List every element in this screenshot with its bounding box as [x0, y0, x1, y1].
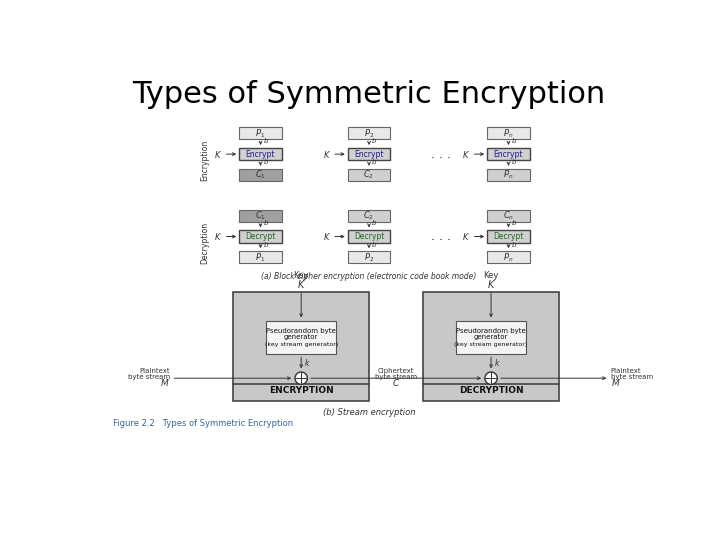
Text: . . .: . . . [431, 147, 451, 160]
Bar [487, 127, 530, 139]
Text: $b$: $b$ [263, 136, 269, 145]
Bar [239, 210, 282, 222]
Text: Encrypt: Encrypt [494, 150, 523, 159]
Text: Decrypt: Decrypt [246, 232, 276, 241]
Text: $P_n$: $P_n$ [503, 251, 513, 264]
Text: Plaintext: Plaintext [611, 368, 642, 374]
Text: $C_1$: $C_1$ [255, 168, 266, 181]
Text: Encryption: Encryption [200, 140, 210, 181]
Text: byte stream: byte stream [127, 374, 170, 380]
Circle shape [295, 372, 307, 384]
Text: (a) Block cipher encryption (electronic code book mode): (a) Block cipher encryption (electronic … [261, 272, 477, 281]
Bar [266, 321, 336, 354]
Text: $K$: $K$ [214, 231, 222, 242]
Text: $K$: $K$ [462, 148, 470, 160]
Text: byte stream: byte stream [611, 374, 653, 380]
Bar [423, 292, 559, 401]
Text: $K$: $K$ [323, 148, 330, 160]
Text: ENCRYPTION: ENCRYPTION [269, 386, 333, 395]
Text: (key stream generator): (key stream generator) [454, 342, 528, 347]
Text: $P_n$: $P_n$ [503, 127, 513, 139]
Circle shape [485, 372, 498, 384]
Text: $P_n$: $P_n$ [503, 168, 513, 181]
Text: $K$: $K$ [323, 231, 330, 242]
Bar [239, 127, 282, 139]
Text: $P_2$: $P_2$ [364, 127, 374, 139]
Bar [487, 168, 530, 181]
Text: $b$: $b$ [372, 158, 377, 166]
Bar [487, 251, 530, 264]
Text: $k$: $k$ [305, 357, 311, 368]
Text: $b$: $b$ [372, 136, 377, 145]
Bar [239, 231, 282, 242]
Text: $b$: $b$ [510, 136, 517, 145]
Text: Pseudorandom byte: Pseudorandom byte [266, 328, 336, 334]
Text: Pseudorandom byte: Pseudorandom byte [456, 328, 526, 334]
Text: Types of Symmetric Encryption: Types of Symmetric Encryption [132, 80, 606, 109]
Bar [348, 210, 390, 222]
Bar [239, 148, 282, 160]
Text: (key stream generator): (key stream generator) [264, 342, 338, 347]
Text: $b$: $b$ [372, 240, 377, 249]
Text: Decrypt: Decrypt [354, 232, 384, 241]
Text: $M$: $M$ [161, 377, 170, 388]
Text: . . .: . . . [431, 230, 451, 243]
Text: Encrypt: Encrypt [354, 150, 384, 159]
Text: byte stream: byte stream [375, 374, 417, 380]
Text: Figure 2.2   Types of Symmetric Encryption: Figure 2.2 Types of Symmetric Encryption [113, 419, 293, 428]
Text: $b$: $b$ [510, 158, 517, 166]
Text: $P_1$: $P_1$ [256, 127, 266, 139]
Bar [487, 148, 530, 160]
Bar [348, 148, 390, 160]
Text: $K$: $K$ [462, 231, 470, 242]
Text: Plaintext: Plaintext [139, 368, 170, 374]
Text: $b$: $b$ [263, 158, 269, 166]
Text: $b$: $b$ [510, 240, 517, 249]
Text: $K$: $K$ [297, 278, 306, 291]
Text: Key: Key [483, 271, 499, 280]
Text: Encrypt: Encrypt [246, 150, 275, 159]
Text: $C_1$: $C_1$ [255, 210, 266, 222]
Text: $C_n$: $C_n$ [503, 210, 514, 222]
Bar [233, 292, 369, 401]
Bar [348, 127, 390, 139]
Text: $C_2$: $C_2$ [364, 168, 374, 181]
Text: generator: generator [284, 334, 318, 340]
Bar [487, 231, 530, 242]
Text: $M$: $M$ [611, 377, 621, 388]
Bar [348, 231, 390, 242]
Bar [348, 251, 390, 264]
Bar [456, 321, 526, 354]
Bar [239, 251, 282, 264]
Text: $K$: $K$ [214, 148, 222, 160]
Text: $b$: $b$ [263, 218, 269, 227]
Bar [487, 210, 530, 222]
Text: $b$: $b$ [510, 218, 517, 227]
Text: Ciphertext: Ciphertext [378, 368, 415, 374]
Text: $P_1$: $P_1$ [256, 251, 266, 264]
Text: $P_2$: $P_2$ [364, 251, 374, 264]
Text: DECRYPTION: DECRYPTION [459, 386, 523, 395]
Text: $k$: $k$ [494, 357, 501, 368]
Text: Key: Key [294, 271, 309, 280]
Text: $C_2$: $C_2$ [364, 210, 374, 222]
Bar [348, 168, 390, 181]
Text: $b$: $b$ [372, 218, 377, 227]
Text: $K$: $K$ [487, 278, 495, 291]
Bar [239, 168, 282, 181]
Text: $C$: $C$ [392, 377, 400, 388]
Text: generator: generator [474, 334, 508, 340]
Text: (b) Stream encryption: (b) Stream encryption [323, 408, 415, 417]
Text: $b$: $b$ [263, 240, 269, 249]
Text: Decrypt: Decrypt [493, 232, 523, 241]
Text: Decryption: Decryption [200, 221, 210, 264]
